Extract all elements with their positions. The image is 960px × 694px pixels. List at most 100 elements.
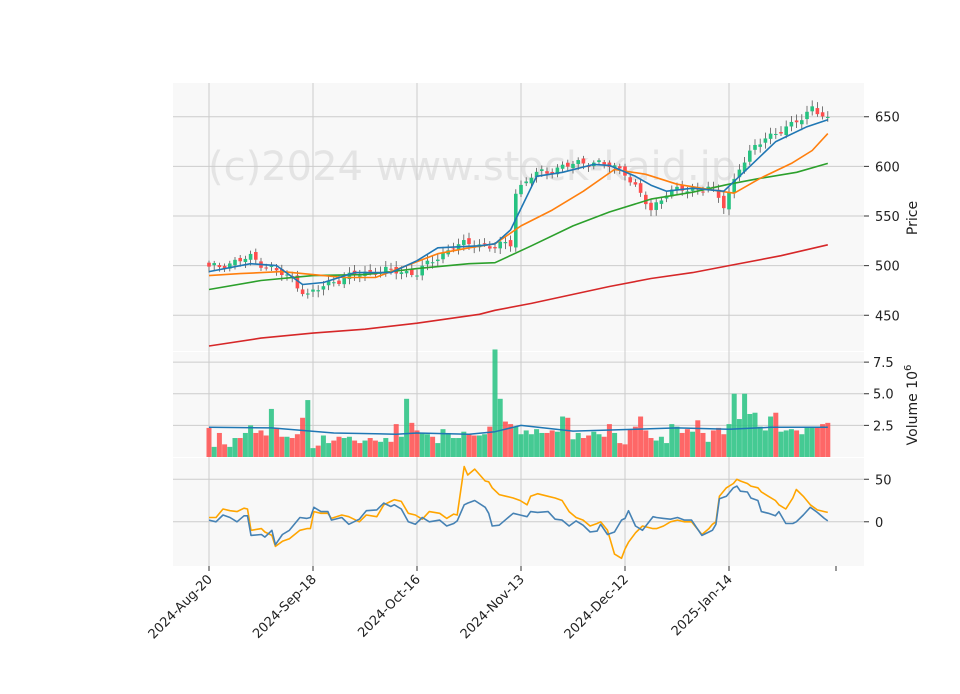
candle-body	[524, 181, 528, 184]
volume-bar	[268, 408, 274, 457]
volume-bar	[466, 434, 472, 457]
candle-body	[810, 106, 814, 112]
volume-bar	[294, 434, 300, 457]
candle-body	[503, 242, 508, 244]
candle-body	[576, 160, 580, 164]
candle-body	[332, 282, 336, 284]
candle-body	[207, 262, 211, 267]
candle-body	[326, 281, 331, 286]
volume-bar	[216, 432, 222, 457]
volume-bar	[539, 432, 545, 457]
ma-short-line	[208, 118, 829, 286]
x-tick-label: 2025-Jan-14	[669, 572, 736, 639]
candle-body	[342, 277, 346, 285]
price-tick-label: 550	[875, 210, 900, 225]
volume-bar	[695, 420, 701, 457]
candle-body	[805, 111, 809, 120]
price-tick-label: 500	[875, 260, 900, 275]
volume-bar	[227, 446, 233, 457]
volume-bar	[632, 426, 638, 457]
volume-bar	[752, 412, 758, 457]
candle-body	[794, 120, 799, 123]
candle-body	[238, 257, 242, 262]
volume-bar	[809, 427, 815, 457]
candle-body	[306, 293, 310, 295]
candle-body	[618, 166, 622, 169]
volume-tick-label: 2.5	[873, 419, 894, 434]
volume-bar	[362, 440, 368, 457]
candle-body	[243, 258, 248, 263]
volume-bar	[658, 436, 664, 457]
volume-bar	[518, 434, 524, 457]
candle-body	[529, 177, 534, 184]
candle-body	[789, 121, 794, 127]
candle-body	[581, 158, 586, 164]
candle-body	[425, 260, 430, 265]
volume-bar	[357, 443, 363, 457]
volume-bar	[471, 435, 477, 457]
volume-bar	[279, 436, 285, 457]
candle-body	[727, 192, 731, 210]
candle-body	[508, 240, 513, 247]
candle-body	[441, 252, 445, 260]
volume-bar	[799, 434, 805, 457]
volume-bar	[450, 438, 456, 457]
candle-body	[716, 189, 721, 198]
candle-body	[217, 265, 222, 268]
candle-body	[659, 200, 664, 204]
volume-bar	[341, 438, 347, 457]
volume-bar	[289, 438, 295, 457]
candle-body	[571, 163, 575, 169]
volume-bar	[757, 426, 763, 457]
volume-axis-label: Volume 106	[903, 365, 921, 446]
candle-body	[415, 275, 419, 277]
volume-bar	[258, 430, 264, 457]
volume-bar	[643, 430, 649, 457]
candle-body	[363, 271, 367, 276]
price-tick-label: 650	[875, 111, 900, 126]
candle-body	[488, 246, 492, 249]
volume-bar	[497, 398, 503, 457]
volume-bar	[274, 427, 280, 457]
volume-bar	[736, 419, 742, 457]
candle-body	[321, 286, 326, 290]
volume-bar	[627, 429, 633, 457]
price-panel-bg	[173, 83, 864, 351]
candle-body	[311, 289, 315, 292]
volume-bar	[482, 434, 488, 457]
candle-body	[784, 126, 788, 136]
volume-bar	[601, 436, 607, 457]
volume-bar	[814, 426, 820, 457]
candle-body	[373, 273, 378, 275]
price-axis-label: Price	[905, 201, 921, 235]
candle-body	[768, 133, 773, 139]
volume-bar	[435, 443, 441, 457]
candle-body	[748, 150, 752, 162]
candle-body	[680, 185, 684, 191]
volume-bar	[248, 425, 254, 457]
volume-bar	[674, 426, 680, 457]
x-tick-label: 2024-Oct-16	[355, 572, 423, 640]
volume-bar	[487, 426, 493, 457]
volume-bar	[398, 436, 404, 457]
volume-bar	[508, 424, 514, 457]
volume-bar	[570, 439, 576, 457]
oscillator-tick-label: 0	[875, 516, 883, 531]
volume-bar	[731, 393, 737, 457]
candle-body	[685, 191, 690, 193]
volume-bar	[326, 443, 332, 457]
candle-body	[654, 202, 658, 210]
candle-body	[519, 184, 523, 195]
volume-bar	[684, 429, 690, 457]
volume-bar	[710, 430, 716, 457]
volume-bar	[393, 424, 399, 457]
volume-bar	[263, 435, 269, 457]
candle-body	[722, 195, 726, 209]
volume-bar	[586, 435, 592, 457]
ma-mid-line	[208, 133, 829, 279]
volume-bar	[367, 438, 373, 457]
volume-bar	[242, 432, 248, 457]
volume-bar	[445, 432, 451, 457]
volume-bar	[284, 436, 290, 457]
candle-body	[300, 289, 305, 295]
